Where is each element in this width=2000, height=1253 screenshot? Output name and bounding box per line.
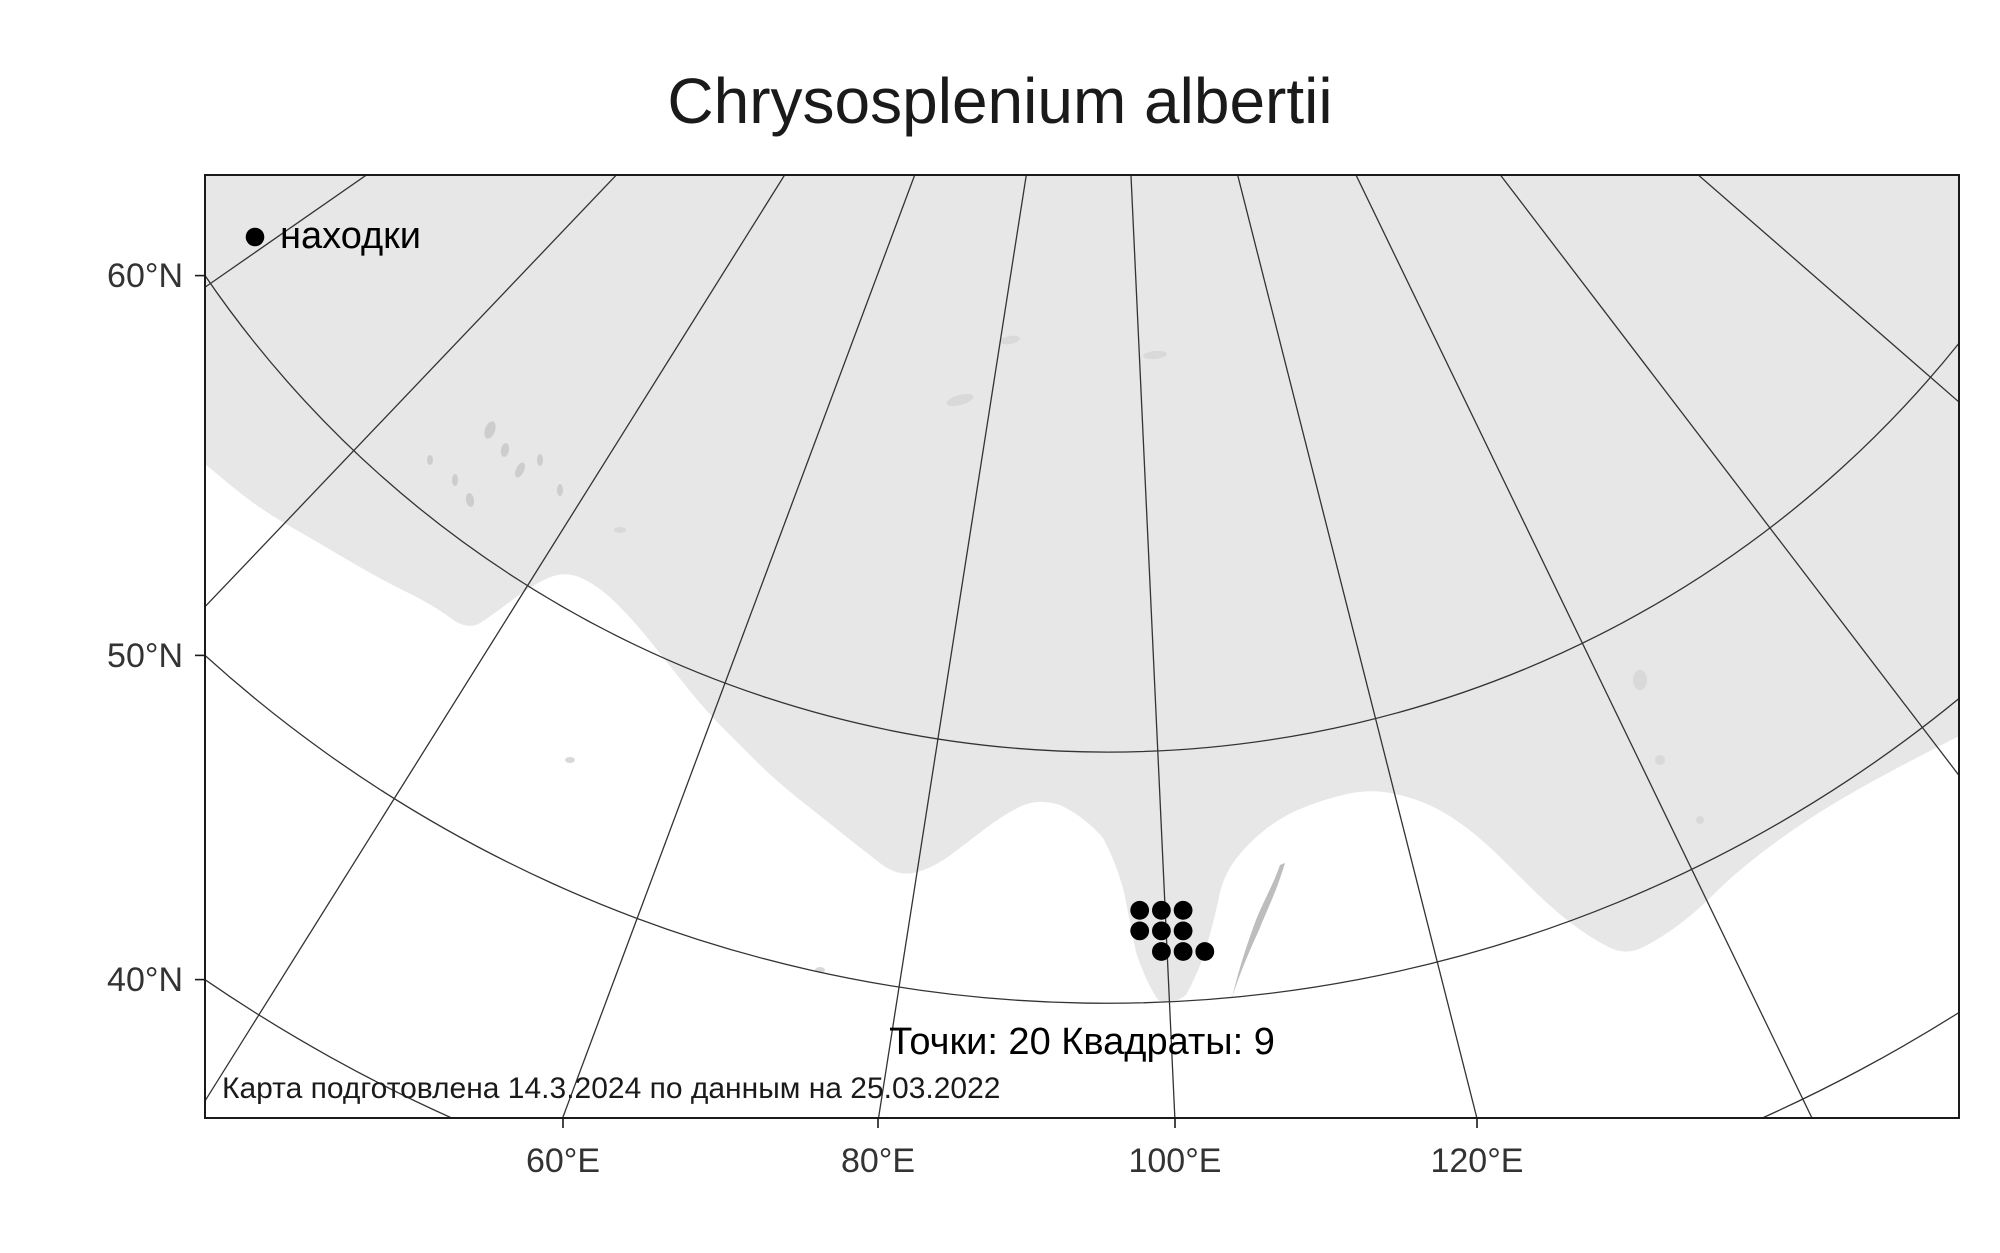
svg-text:Карта подготовлена 14.3.2024 п: Карта подготовлена 14.3.2024 по данным н… <box>222 1072 1000 1105</box>
svg-text:Точки: 20 Квадраты: 9: Точки: 20 Квадраты: 9 <box>889 1021 1275 1063</box>
svg-text:40°N: 40°N <box>107 961 183 999</box>
svg-text:60°N: 60°N <box>107 257 183 295</box>
svg-text:50°N: 50°N <box>107 637 183 675</box>
svg-text:120°E: 120°E <box>1430 1142 1523 1180</box>
svg-text:100°E: 100°E <box>1128 1142 1221 1180</box>
svg-text:60°E: 60°E <box>526 1142 600 1180</box>
svg-text:находки: находки <box>280 215 421 257</box>
svg-text:80°E: 80°E <box>841 1142 915 1180</box>
